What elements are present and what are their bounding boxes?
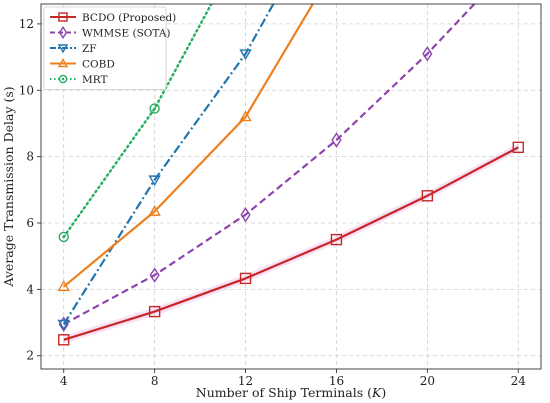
legend-box	[43, 6, 167, 90]
series-line	[63, 4, 315, 288]
data-point-marker-center	[153, 107, 156, 110]
y-axis-label: Average Transmission Delay (s)	[1, 86, 16, 287]
y-tick-label: 10	[19, 83, 34, 97]
x-tick-label: 12	[238, 374, 253, 388]
data-point-marker	[58, 231, 69, 243]
data-point-marker	[149, 267, 160, 283]
data-point-marker	[58, 12, 68, 22]
x-axis-label: Number of Ship Terminals (K)	[196, 385, 387, 400]
data-point-marker	[240, 206, 251, 223]
legend-label: BCDO (Proposed)	[82, 12, 176, 24]
legend-label: MRT	[82, 74, 107, 86]
series-2	[57, 4, 275, 331]
axes-frame	[40, 3, 542, 370]
data-point-marker	[330, 233, 343, 246]
data-point-marker	[57, 44, 69, 54]
legend-label: ZF	[82, 43, 97, 55]
data-point-marker	[148, 204, 161, 216]
legend-label: COBD	[82, 58, 115, 70]
data-point-marker-center	[62, 235, 66, 239]
x-axis-label-part: )	[381, 385, 386, 400]
x-axis-label-part: Number of Ship Terminals (	[196, 385, 372, 400]
data-point-marker	[58, 26, 68, 39]
data-point-marker	[421, 190, 434, 202]
series-4	[58, 4, 213, 243]
data-point-marker	[239, 110, 252, 122]
data-point-marker	[58, 74, 68, 84]
y-tick-label: 8	[26, 150, 34, 164]
data-point-marker	[57, 319, 70, 331]
data-point-marker	[149, 103, 160, 114]
data-point-marker	[512, 141, 524, 154]
data-point-marker	[239, 49, 252, 61]
data-point-marker	[148, 305, 161, 318]
series-3	[57, 4, 315, 292]
series-line	[63, 4, 476, 326]
data-point-marker	[58, 334, 70, 346]
data-point-marker	[57, 58, 69, 68]
data-point-marker	[331, 132, 342, 148]
data-point-marker	[239, 272, 252, 285]
y-tick-label: 2	[26, 349, 34, 363]
series-1	[58, 4, 476, 332]
data-point-marker	[422, 45, 433, 62]
series-band	[63, 143, 519, 344]
y-tick-label: 6	[26, 216, 34, 230]
y-tick-label: 12	[19, 17, 34, 31]
legend-label: WMMSE (SOTA)	[82, 27, 171, 39]
data-point-marker	[58, 316, 69, 332]
x-tick-label: 8	[151, 374, 159, 388]
x-axis-label-part: K	[371, 385, 382, 400]
series-line	[62, 4, 275, 325]
x-tick-label: 24	[511, 374, 527, 388]
x-tick-label: 4	[60, 374, 68, 388]
data-point-marker	[57, 280, 70, 292]
x-tick-label: 16	[329, 374, 344, 388]
data-point-marker-center	[61, 77, 65, 81]
series-0	[58, 141, 524, 346]
x-tick-label: 20	[420, 374, 435, 388]
series-line	[63, 146, 519, 341]
data-point-marker	[148, 175, 161, 187]
y-tick-label: 4	[26, 282, 34, 296]
